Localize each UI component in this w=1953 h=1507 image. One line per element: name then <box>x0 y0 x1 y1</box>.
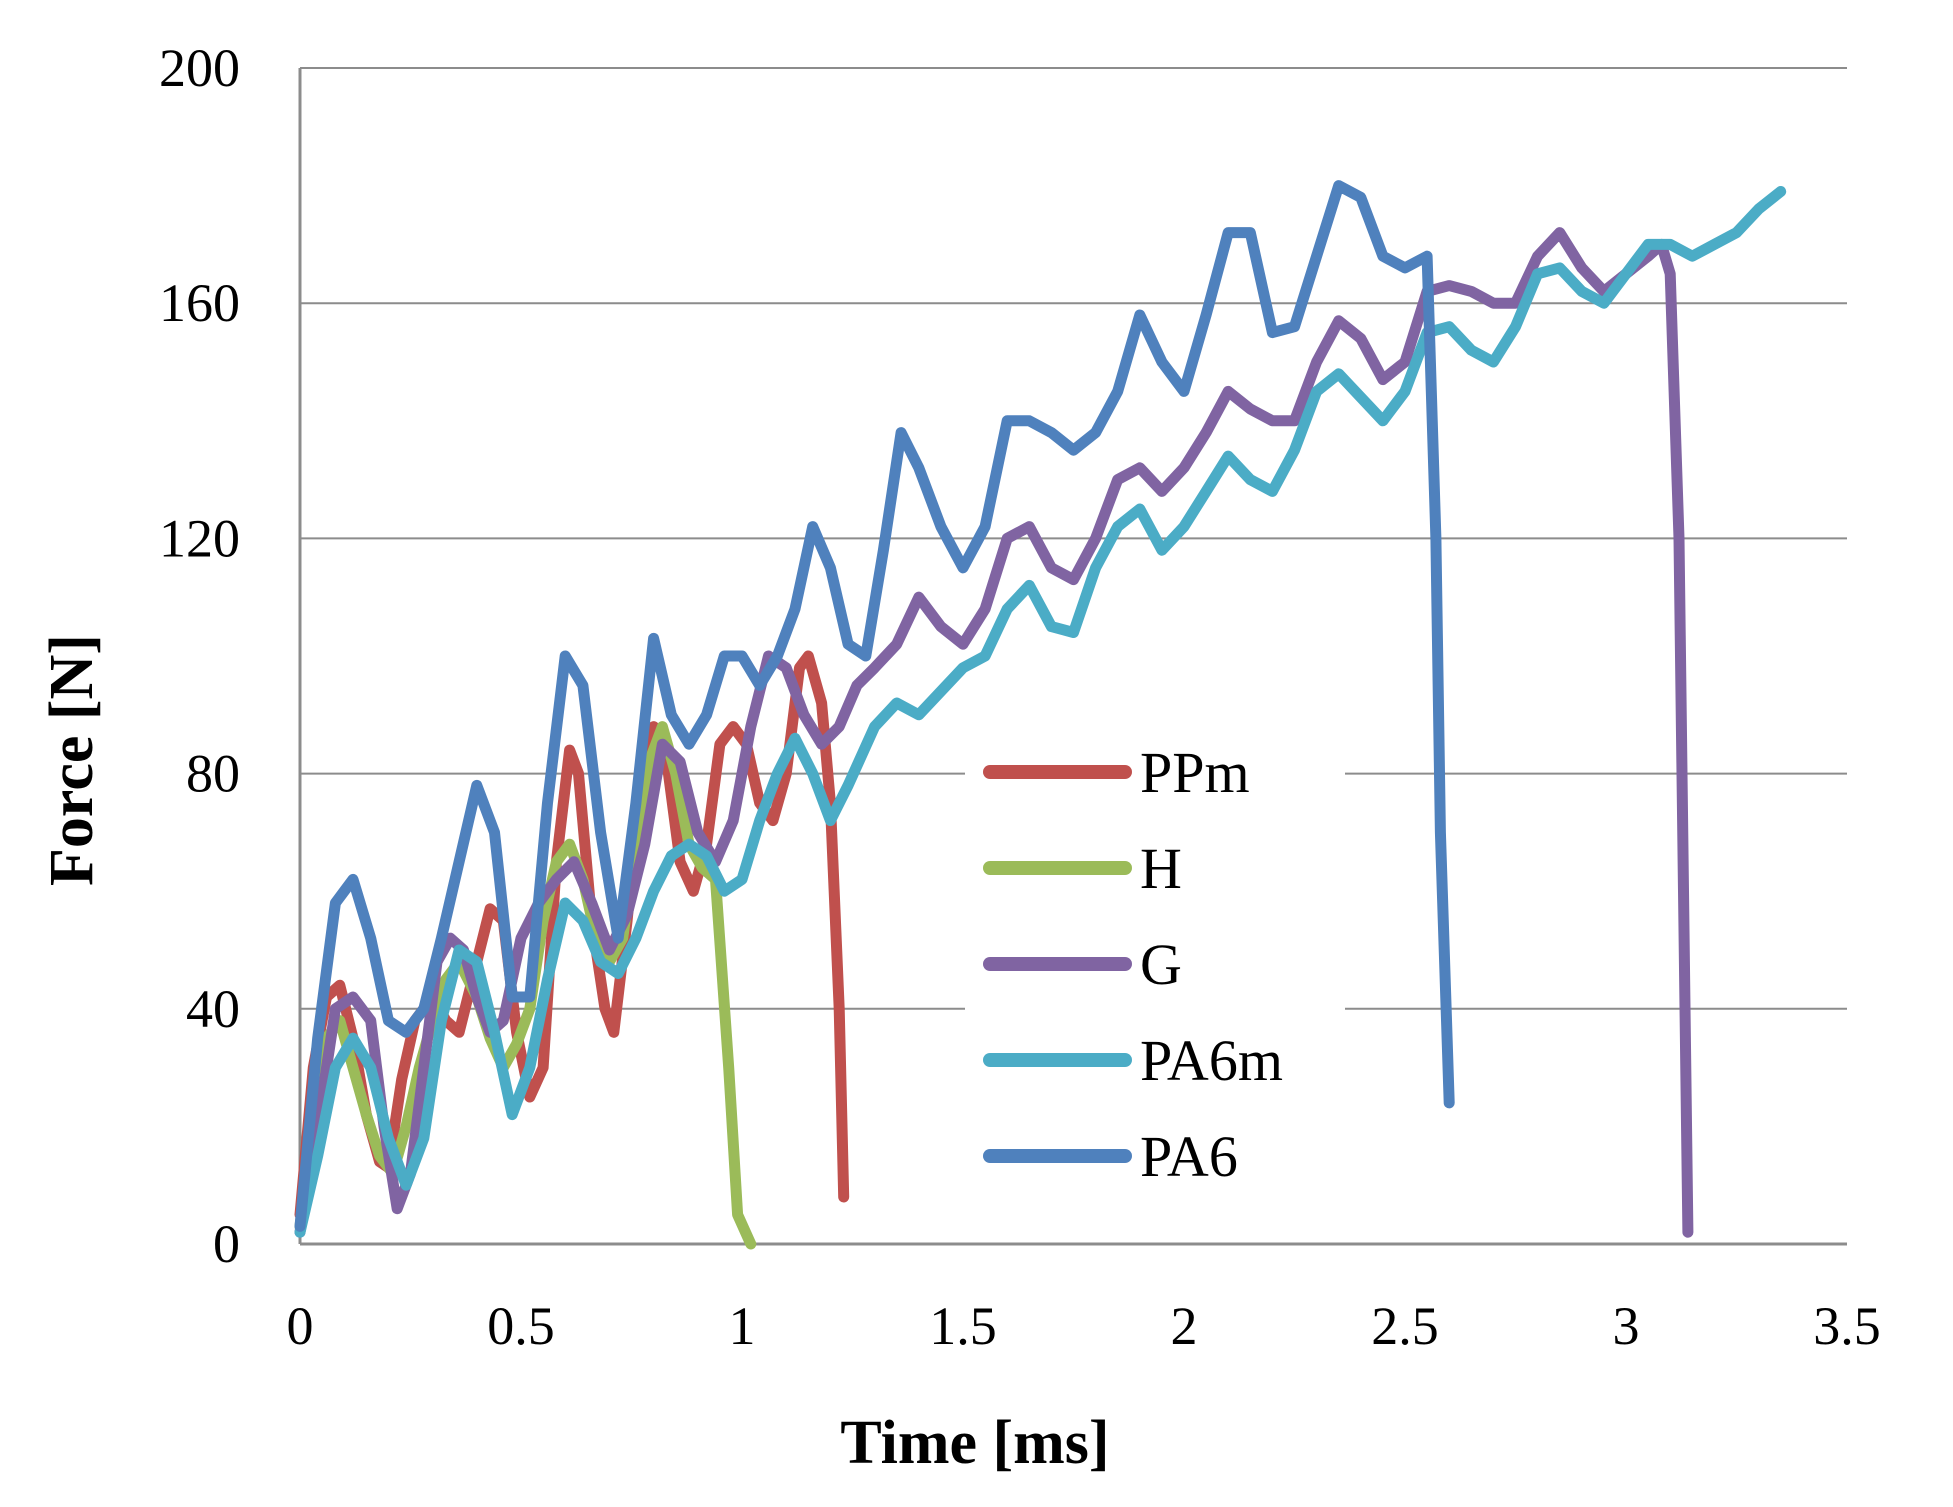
y-tick-label: 160 <box>159 273 240 333</box>
x-tick-label: 0 <box>287 1296 314 1356</box>
legend-label-pa6m: PA6m <box>1140 1028 1283 1093</box>
legend: PPm HG PA6m PA6 <box>965 735 1345 1205</box>
x-tick-label: 3.5 <box>1813 1296 1881 1356</box>
series-line-pa6m <box>294 186 1787 1238</box>
x-tick-label: 1 <box>729 1296 756 1356</box>
y-tick-label: 0 <box>213 1214 240 1274</box>
series-line-h <box>294 721 757 1250</box>
x-tick-label: 3 <box>1613 1296 1640 1356</box>
x-tick-labels: 0 0.5 1 1.5 2 2.5 3 3.5 <box>287 1296 1881 1356</box>
y-tick-label: 120 <box>159 508 240 568</box>
legend-label-g: G <box>1140 932 1182 997</box>
axes <box>298 68 1847 1246</box>
x-tick-label: 2.5 <box>1371 1296 1439 1356</box>
series-line-g <box>294 227 1694 1238</box>
x-tick-label: 0.5 <box>487 1296 555 1356</box>
legend-label-pa6: PA6 <box>1140 1124 1238 1189</box>
y-tick-labels: 0 40 80 120 160 200 <box>159 38 240 1274</box>
y-tick-label: 40 <box>186 979 240 1039</box>
legend-label-ppm: PPm <box>1140 740 1250 805</box>
x-tick-label: 2 <box>1171 1296 1198 1356</box>
legend-label-h: H <box>1140 836 1182 901</box>
x-axis-title: Time [ms] <box>840 1409 1109 1477</box>
x-tick-label: 1.5 <box>929 1296 997 1356</box>
series-line-pa6 <box>294 180 1455 1232</box>
series-lines <box>294 180 1787 1250</box>
y-tick-label: 200 <box>159 38 240 98</box>
y-tick-label: 80 <box>186 744 240 804</box>
y-axis-title: Force [N] <box>38 634 106 886</box>
gridlines <box>300 67 1847 1010</box>
